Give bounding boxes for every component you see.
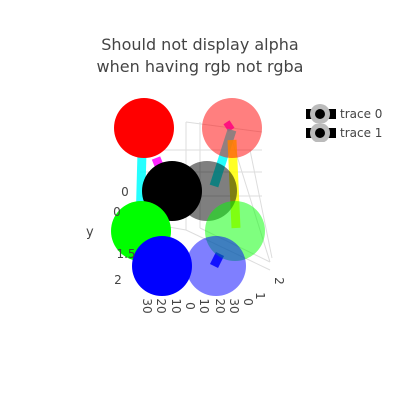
chart-title-line-2: when having rgb not rgba <box>96 57 304 76</box>
legend-swatch-trace-1-icon <box>302 123 336 143</box>
series-1-marker-0[interactable] <box>202 98 262 158</box>
y-tick-label: 2 <box>114 273 122 287</box>
z-tick-label: 20 <box>213 298 227 313</box>
legend-item-trace-0[interactable]: trace 0 <box>302 104 383 124</box>
y-axis-title: y <box>86 225 94 240</box>
chart-title-line-1: Should not display alpha <box>101 35 299 54</box>
z-tick-label: 30 <box>227 298 241 313</box>
z-tick-label: 20 <box>154 298 168 313</box>
z-tick-label: 0 <box>183 302 197 310</box>
chart-title: Should not display alpha when having rgb… <box>0 34 400 78</box>
y-tick-label: 1.5 <box>116 247 135 261</box>
legend-label-trace-0: trace 0 <box>340 106 383 121</box>
legend: trace 0 trace 1 <box>302 104 383 143</box>
grid-line-10 <box>249 149 273 259</box>
y-tick-label: 0 <box>113 205 121 219</box>
legend-item-trace-1[interactable]: trace 1 <box>302 123 383 143</box>
legend-label-trace-1: trace 1 <box>340 125 383 140</box>
grid-line-9 <box>231 139 271 263</box>
legend-swatch-trace-0-icon <box>302 104 336 124</box>
x-tick-label: 0 <box>241 298 255 306</box>
z-tick-label: 10 <box>169 298 183 313</box>
z-tick-label: 30 <box>140 298 154 313</box>
x-tick-label: 1 <box>253 292 267 300</box>
z-tick-label: 10 <box>197 298 211 313</box>
series-0-marker-0[interactable] <box>114 98 174 158</box>
x-tick-label: 2 <box>272 277 286 285</box>
series-0-marker-3[interactable] <box>132 236 192 296</box>
y-tick-label: 0 <box>121 185 129 199</box>
series-1-marker-3[interactable] <box>186 236 246 296</box>
